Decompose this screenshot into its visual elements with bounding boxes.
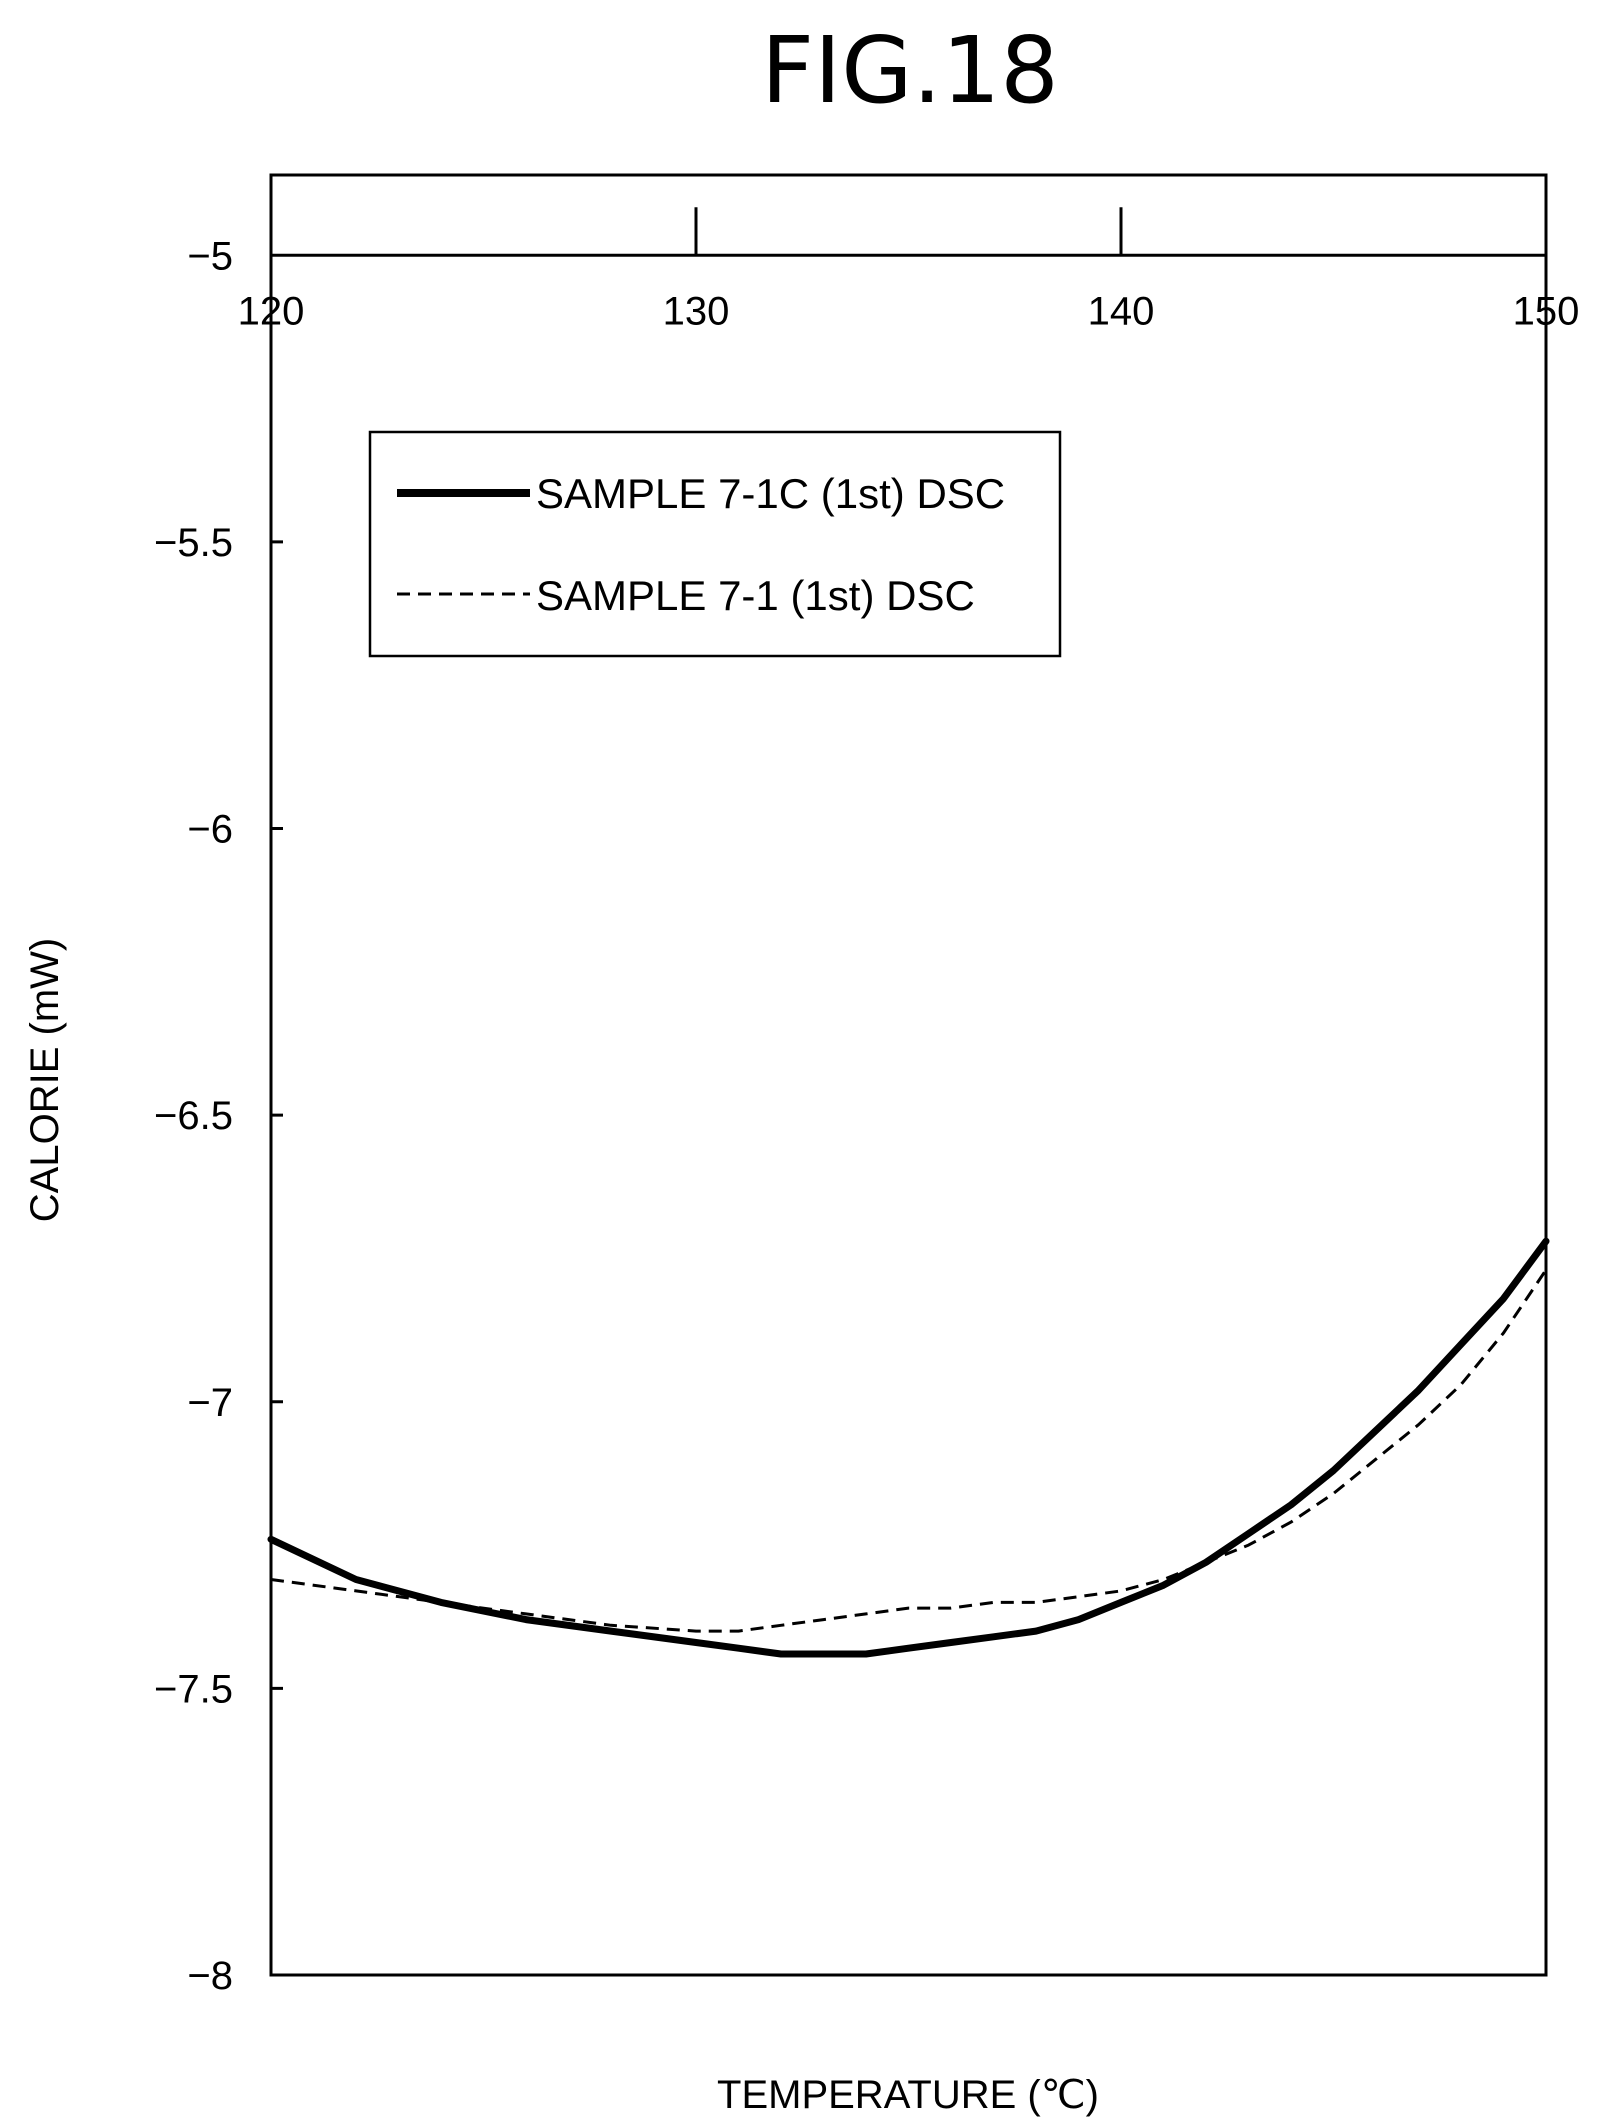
y-tick-label: −7 (187, 1381, 233, 1425)
series-line-solid (267, 1237, 1550, 1658)
plot-frame (269, 173, 1548, 1977)
legend-box (368, 430, 1062, 658)
x-tick-label: 120 (238, 289, 305, 333)
x-axis-ticks: 120 130 140 150 (238, 207, 1580, 333)
legend: SAMPLE 7-1C (1st) DSC SAMPLE 7-1 (1st) D… (368, 430, 1062, 658)
y-tick-label: −5.5 (154, 521, 233, 565)
series-lines (267, 1237, 1550, 1658)
figure-title: FIG.18 (761, 17, 1059, 124)
y-tick-label: −6.5 (154, 1094, 233, 1138)
x-tick-label: 140 (1088, 289, 1155, 333)
x-tick-label: 130 (663, 289, 730, 333)
y-axis-label: CALORIE (mW) (23, 938, 67, 1222)
x-tick-label: 150 (1513, 289, 1580, 333)
y-tick-label: −5 (187, 234, 233, 278)
y-tick-label: −7.5 (154, 1667, 233, 1711)
y-axis-ticks: −5 −5.5 −6 −6.5 −7 −7.5 −8 (154, 234, 283, 1998)
series-line-dashed (270, 1269, 1548, 1633)
y-tick-label: −8 (187, 1954, 233, 1998)
legend-label-series-2: SAMPLE 7-1 (1st) DSC (536, 572, 975, 619)
x-axis-label: TEMPERATURE (℃) (717, 2073, 1099, 2117)
y-tick-label: −6 (187, 808, 233, 852)
legend-label-series-1: SAMPLE 7-1C (1st) DSC (536, 470, 1005, 517)
